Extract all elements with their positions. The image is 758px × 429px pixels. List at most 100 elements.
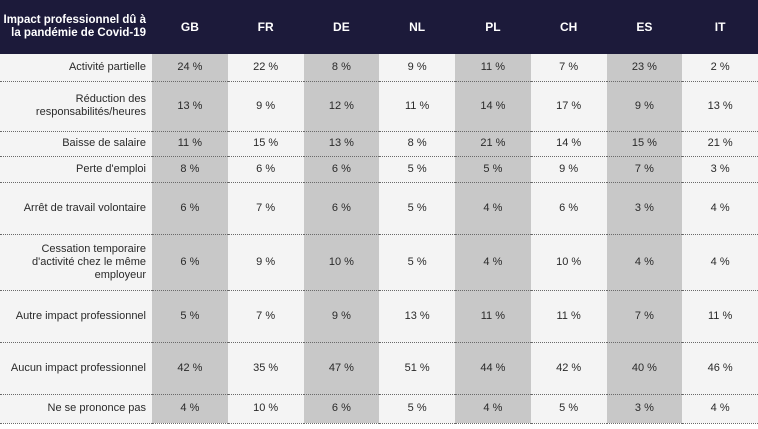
table-cell: 4 % bbox=[682, 234, 758, 291]
table-cell: 40 % bbox=[606, 342, 683, 395]
table-cell: 10 % bbox=[227, 394, 304, 424]
table-cell: 9 % bbox=[379, 54, 455, 82]
table-cell: 7 % bbox=[606, 290, 683, 343]
table-cell: 44 % bbox=[455, 342, 531, 395]
table-cell: 11 % bbox=[530, 290, 607, 343]
table-cell: 4 % bbox=[455, 394, 531, 424]
table-cell: 4 % bbox=[606, 234, 683, 291]
table-cell: 5 % bbox=[379, 156, 455, 183]
table-row: Réduction des responsabilités/heures 13 %… bbox=[0, 81, 758, 132]
table-cell: 13 % bbox=[682, 81, 758, 132]
table-cell: 9 % bbox=[227, 234, 304, 291]
table-cell: 8 % bbox=[379, 131, 455, 157]
table-cell: 3 % bbox=[606, 394, 683, 424]
row-label: Baisse de salaire bbox=[0, 131, 152, 157]
table-cell: 4 % bbox=[152, 394, 228, 424]
column-header-de: DE bbox=[303, 0, 380, 54]
table-cell: 13 % bbox=[379, 290, 455, 343]
table-cell: 11 % bbox=[379, 81, 455, 132]
table-cell: 46 % bbox=[682, 342, 758, 395]
table-cell: 47 % bbox=[303, 342, 380, 395]
header-row: Impact professionnel dû à la pandémie de… bbox=[0, 0, 758, 54]
table-cell: 6 % bbox=[303, 182, 380, 235]
table-cell: 7 % bbox=[227, 182, 304, 235]
row-label: Réduction des responsabilités/heures bbox=[0, 81, 152, 132]
table-cell: 11 % bbox=[455, 54, 531, 82]
table-cell: 5 % bbox=[530, 394, 607, 424]
row-label: Perte d'emploi bbox=[0, 156, 152, 183]
column-header-fr: FR bbox=[227, 0, 304, 54]
table-row: Perte d'emploi 8 % 6 % 6 % 5 % 5 % 9 % 7 % 3 % bbox=[0, 156, 758, 183]
table-cell: 9 % bbox=[303, 290, 380, 343]
table-cell: 5 % bbox=[379, 182, 455, 235]
table-cell: 6 % bbox=[227, 156, 304, 183]
row-label: Aucun impact professionnel bbox=[0, 342, 152, 395]
column-header-it: IT bbox=[682, 0, 758, 54]
corner-header: Impact professionnel dû à la pandémie de… bbox=[0, 0, 152, 54]
table-cell: 5 % bbox=[379, 234, 455, 291]
table-cell: 6 % bbox=[303, 394, 380, 424]
table-cell: 24 % bbox=[152, 54, 228, 82]
table-cell: 42 % bbox=[530, 342, 607, 395]
table-cell: 11 % bbox=[682, 290, 758, 343]
row-label: Arrêt de travail volontaire bbox=[0, 182, 152, 235]
table-cell: 8 % bbox=[152, 156, 228, 183]
column-header-pl: PL bbox=[455, 0, 531, 54]
table-cell: 3 % bbox=[606, 182, 683, 235]
column-header-gb: GB bbox=[152, 0, 228, 54]
table-row: Arrêt de travail volontaire 6 % 7 % 6 % 5 % 4… bbox=[0, 182, 758, 235]
table-cell: 8 % bbox=[303, 54, 380, 82]
table-cell: 5 % bbox=[152, 290, 228, 343]
table-cell: 15 % bbox=[227, 131, 304, 157]
table-cell: 4 % bbox=[682, 394, 758, 424]
table-cell: 7 % bbox=[606, 156, 683, 183]
table-cell: 7 % bbox=[227, 290, 304, 343]
table-cell: 51 % bbox=[379, 342, 455, 395]
table-cell: 9 % bbox=[227, 81, 304, 132]
table-row: Baisse de salaire 11 % 15 % 13 % 8 % 21 % 14 %… bbox=[0, 131, 758, 157]
table-cell: 9 % bbox=[606, 81, 683, 132]
row-label: Cessation temporaire d'activité chez le … bbox=[0, 234, 152, 291]
table-cell: 13 % bbox=[303, 131, 380, 157]
column-header-es: ES bbox=[606, 0, 683, 54]
table-cell: 35 % bbox=[227, 342, 304, 395]
table-cell: 6 % bbox=[303, 156, 380, 183]
table-cell: 12 % bbox=[303, 81, 380, 132]
table-cell: 14 % bbox=[530, 131, 607, 157]
column-header-nl: NL bbox=[379, 0, 455, 54]
table-cell: 2 % bbox=[682, 54, 758, 82]
table-cell: 3 % bbox=[682, 156, 758, 183]
table-cell: 6 % bbox=[530, 182, 607, 235]
table-cell: 10 % bbox=[530, 234, 607, 291]
table-row: Ne se prononce pas 4 % 10 % 6 % 5 % 4 % 5 % 3 %… bbox=[0, 394, 758, 424]
table-cell: 6 % bbox=[152, 234, 228, 291]
table-row: Autre impact professionnel 5 % 7 % 9 % 13 % 1… bbox=[0, 290, 758, 343]
row-label: Activité partielle bbox=[0, 54, 152, 82]
column-header-ch: CH bbox=[530, 0, 607, 54]
row-label: Autre impact professionnel bbox=[0, 290, 152, 343]
table-cell: 11 % bbox=[455, 290, 531, 343]
table-cell: 10 % bbox=[303, 234, 380, 291]
table-cell: 4 % bbox=[455, 234, 531, 291]
table-cell: 4 % bbox=[682, 182, 758, 235]
table-cell: 13 % bbox=[152, 81, 228, 132]
table-cell: 4 % bbox=[455, 182, 531, 235]
table-cell: 22 % bbox=[227, 54, 304, 82]
table-cell: 21 % bbox=[455, 131, 531, 157]
table-cell: 5 % bbox=[455, 156, 531, 183]
table-cell: 14 % bbox=[455, 81, 531, 132]
table-cell: 11 % bbox=[152, 131, 228, 157]
table-row: Cessation temporaire d'activité chez le … bbox=[0, 234, 758, 291]
table-cell: 7 % bbox=[530, 54, 607, 82]
table-cell: 15 % bbox=[606, 131, 683, 157]
table-cell: 6 % bbox=[152, 182, 228, 235]
table-cell: 17 % bbox=[530, 81, 607, 132]
table-row: Activité partielle 24 % 22 % 8 % 9 % 11 % 7 % 2… bbox=[0, 54, 758, 82]
table-cell: 5 % bbox=[379, 394, 455, 424]
table-cell: 23 % bbox=[606, 54, 683, 82]
table-row: Aucun impact professionnel 42 % 35 % 47 % 51… bbox=[0, 342, 758, 395]
table-cell: 9 % bbox=[530, 156, 607, 183]
table-cell: 42 % bbox=[152, 342, 228, 395]
row-label: Ne se prononce pas bbox=[0, 394, 152, 424]
